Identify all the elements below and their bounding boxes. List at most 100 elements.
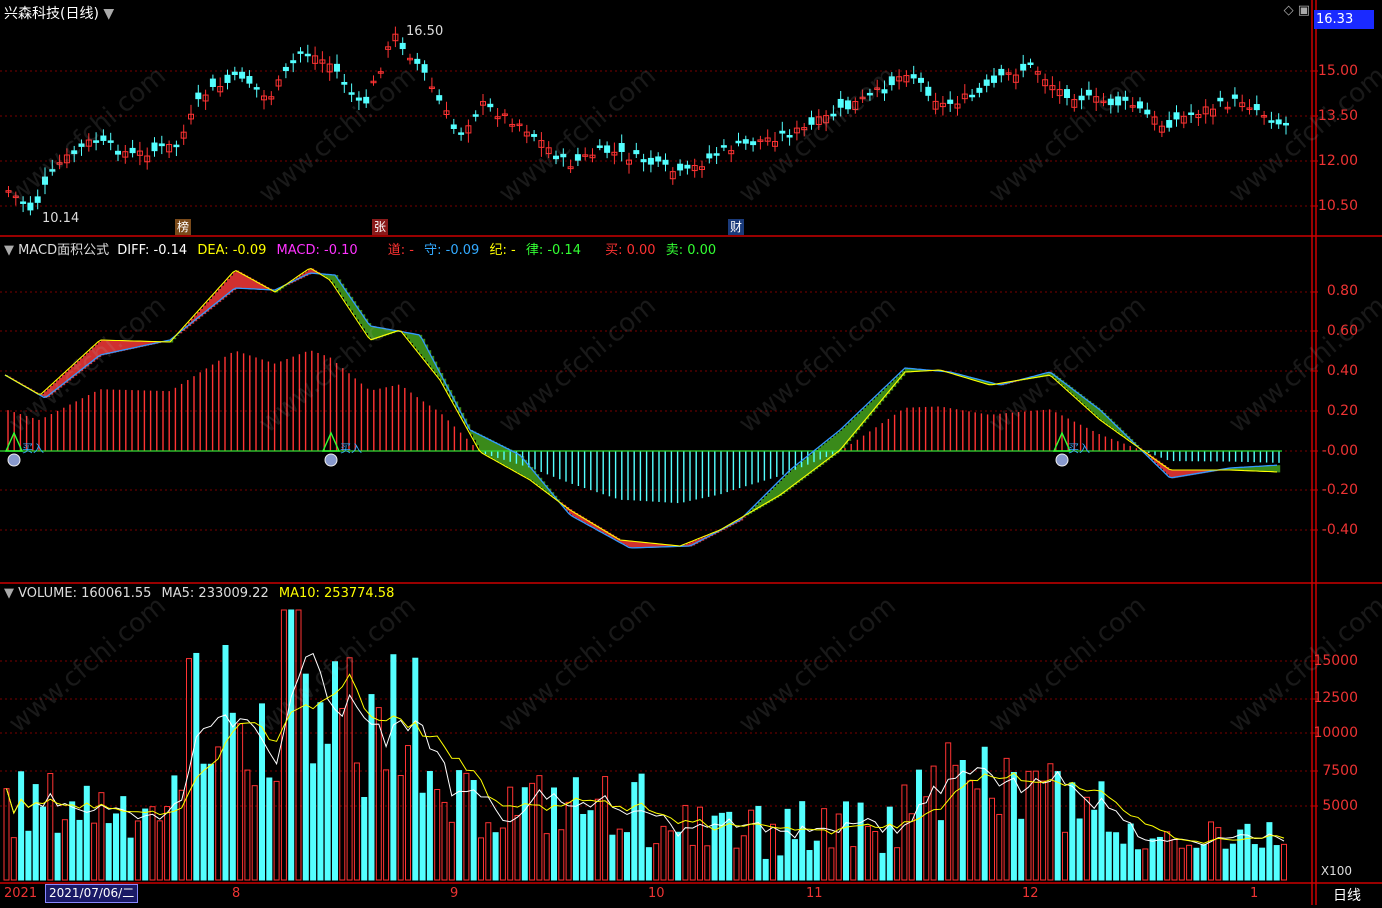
macd-area — [512, 451, 516, 471]
candle-body — [523, 131, 530, 137]
event-marker-bang[interactable]: 榜 — [175, 219, 191, 235]
macd-area — [95, 344, 99, 360]
volume-bar — [339, 707, 346, 881]
macd-area — [497, 443, 501, 463]
volume-value[interactable]: VOLUME: 160061.55 — [18, 586, 152, 601]
macd-area — [620, 540, 624, 543]
macd-title[interactable]: MACD面积公式 — [18, 243, 110, 258]
volume-bar — [259, 703, 265, 881]
restore-icon[interactable]: ▣ — [1297, 3, 1310, 18]
macd-axis-label: 0.40 — [1326, 363, 1358, 379]
volume-bar — [193, 652, 200, 881]
macd-area — [341, 283, 345, 297]
diamond-icon[interactable]: ◇ — [1283, 3, 1294, 18]
dao-value: 道: - — [387, 243, 415, 258]
macd-axis-label: -0.20 — [1321, 482, 1358, 498]
macd-area — [236, 270, 240, 289]
dropdown-icon[interactable]: ▼ — [4, 243, 14, 258]
macd-area — [479, 434, 483, 451]
macd-area — [1166, 467, 1170, 475]
macd-area — [1154, 458, 1158, 463]
dropdown-icon[interactable]: ▼ — [103, 6, 115, 22]
candle-body — [129, 147, 136, 154]
volume-bar — [76, 819, 83, 881]
macd-area — [1244, 467, 1248, 472]
candle-body — [1020, 63, 1027, 71]
volume-bar — [1135, 849, 1141, 881]
volume-bar — [390, 654, 397, 881]
month-label: 9 — [450, 886, 459, 901]
macd-area — [488, 439, 492, 457]
macd-area — [521, 456, 525, 476]
volume-bar — [697, 806, 703, 881]
volume-bar — [667, 830, 674, 881]
volume-bar — [1229, 843, 1236, 881]
candle-body — [918, 77, 924, 83]
volume-bar — [514, 814, 521, 881]
macd-area — [86, 352, 90, 367]
candle-body — [1151, 116, 1158, 125]
volume-bar — [156, 820, 163, 881]
macd-area — [542, 481, 546, 490]
candle-body — [567, 166, 574, 170]
macd-area — [437, 367, 441, 377]
candle-body — [669, 171, 676, 180]
macd-area — [200, 308, 204, 317]
candle-body — [808, 117, 815, 125]
event-marker-cai[interactable]: 财 — [728, 219, 744, 235]
candle-body — [677, 163, 684, 171]
volume-bar — [61, 819, 68, 881]
macd-area — [194, 315, 198, 322]
macd-area — [1265, 465, 1269, 472]
macd-area — [68, 369, 72, 381]
macd-area — [1049, 372, 1053, 376]
macd-area — [980, 379, 984, 383]
volume-bar — [1259, 847, 1266, 881]
macd-area — [80, 358, 84, 372]
macd-area — [1088, 400, 1092, 410]
macd-area — [815, 450, 819, 470]
macd-area — [1196, 470, 1200, 475]
candle-body — [1173, 112, 1180, 120]
macd-area — [1175, 470, 1179, 478]
macd-area — [500, 445, 504, 464]
event-marker-zhang[interactable]: 张 — [372, 219, 388, 235]
macd-area — [323, 274, 327, 277]
macd-area — [83, 355, 87, 369]
candle-body — [801, 127, 808, 131]
volume-bar — [478, 837, 484, 881]
macd-area — [221, 285, 225, 300]
period-button[interactable]: 日线 — [1333, 888, 1361, 904]
macd-area — [1061, 380, 1065, 386]
macd-area — [1253, 466, 1257, 472]
volume-bar — [762, 858, 769, 881]
candle-body — [1217, 97, 1224, 102]
volume-bar — [864, 825, 871, 881]
candle-body — [932, 100, 939, 110]
macd-area — [128, 340, 132, 350]
candle-body — [691, 164, 698, 172]
candle-body — [363, 96, 370, 104]
stock-title[interactable]: 兴森科技(日线) ▼ — [4, 3, 114, 23]
volume-bar — [916, 769, 922, 881]
volume-bar — [1149, 838, 1156, 881]
candle-body — [377, 71, 384, 74]
volume-bar — [10, 837, 17, 881]
macd-area — [146, 341, 150, 346]
volume-bar — [127, 837, 134, 881]
volume-bar — [1164, 831, 1171, 881]
macd-area — [251, 278, 255, 290]
volume-bar — [748, 809, 755, 881]
dropdown-icon[interactable]: ▼ — [4, 586, 14, 601]
macd-area — [1091, 403, 1095, 413]
macd-area — [1256, 466, 1260, 472]
candle-body — [750, 141, 757, 146]
candle-body — [1188, 112, 1195, 115]
candle-body — [326, 63, 333, 73]
volume-bar — [543, 833, 550, 881]
macd-area — [602, 529, 606, 534]
buy-signal-text: 买入 — [1068, 442, 1090, 455]
window-controls[interactable]: ◇ ▣ — [1284, 3, 1310, 18]
